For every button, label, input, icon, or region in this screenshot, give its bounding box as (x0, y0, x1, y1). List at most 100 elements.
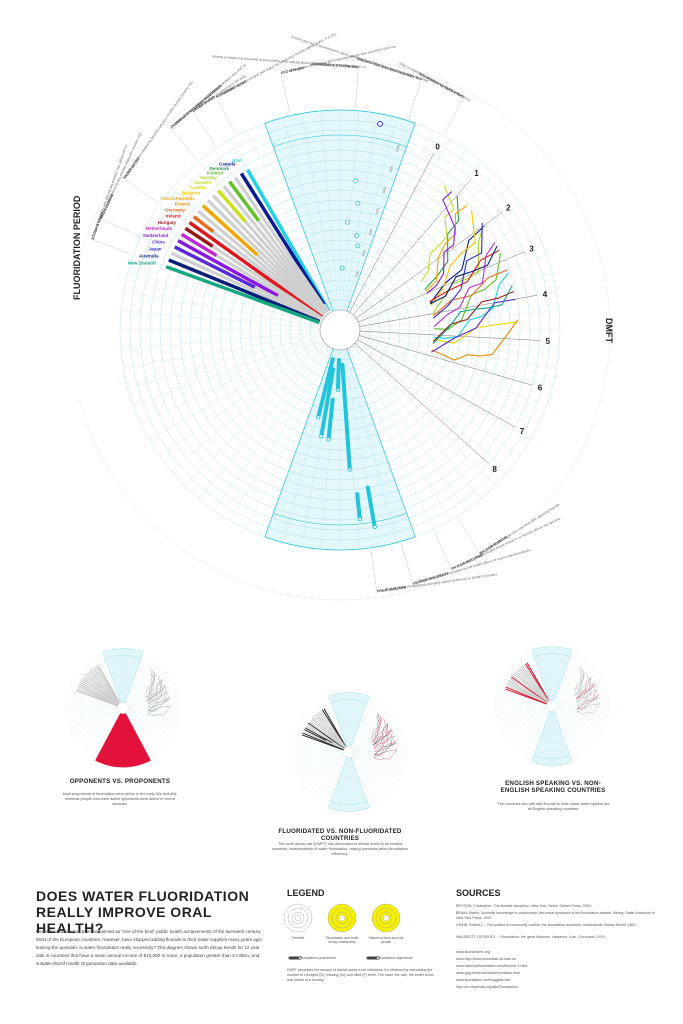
grid-spoke (198, 345, 328, 499)
grid-spoke (77, 711, 119, 747)
grid-spoke (97, 654, 121, 704)
legend-relationship-caption: Fluoridation and tooth decay relationshi… (325, 936, 359, 944)
source-link[interactable]: www.historyoffluoridation.com/fluoride-1… (456, 964, 528, 968)
bar-fluoridation-usa (97, 664, 121, 704)
legend-opponent-end (376, 956, 380, 960)
year-tick-label: 1950 (361, 249, 367, 257)
bar-fluoridation-australia (302, 732, 344, 751)
historical-period (365, 485, 377, 529)
right-axis-title: DMFT (604, 318, 614, 343)
dmft-line-switzerland (575, 668, 584, 697)
historical-period (326, 397, 335, 442)
annotation-leader (433, 531, 451, 568)
center-hole (319, 309, 361, 351)
country-label: New Zealand (128, 260, 156, 265)
grid-spoke (506, 709, 548, 745)
grid-spoke (349, 757, 355, 812)
dmft-line-hungary (432, 290, 515, 342)
grid-spoke (120, 310, 321, 329)
bar-track-austria (517, 669, 549, 702)
grid-spoke (352, 161, 482, 315)
grid-spoke (351, 149, 467, 314)
grid-spoke (323, 698, 347, 748)
grid-spoke (553, 711, 568, 764)
dmft-lines (420, 185, 519, 361)
grid-spoke (126, 712, 162, 754)
grid-spoke (554, 710, 578, 760)
historical-period-end (347, 467, 352, 472)
source-link[interactable]: www.http://www.whocollab.od.mah.se (456, 957, 516, 961)
grid-spoke (290, 741, 344, 752)
bar-track-norway (222, 185, 328, 314)
dmft-line-belgium (430, 210, 476, 306)
historical-period-end (372, 525, 377, 529)
annotation-leader (355, 68, 359, 109)
grid-spoke (353, 755, 398, 787)
grid-spoke (125, 712, 153, 760)
dmft-line-sweden (573, 666, 583, 694)
legend-proponents-caption: Fluoridation proponents (300, 956, 336, 960)
dmft-line-canada (147, 679, 163, 701)
bar-track-germany (309, 721, 345, 749)
sector-boundary (328, 757, 348, 808)
grid-spoke (351, 700, 379, 748)
grid-spoke (557, 695, 611, 706)
legend-center (382, 914, 390, 922)
grid-spoke (358, 338, 540, 424)
grid-spoke (552, 647, 563, 701)
country-label: Canada (219, 162, 236, 167)
grid-spoke (128, 709, 181, 724)
bar-fluoridation-germany (512, 675, 519, 680)
grid-spoke (557, 707, 608, 727)
legend-title: LEGEND (287, 888, 325, 898)
legend-proponent-end (298, 956, 302, 960)
grid-spoke (553, 648, 568, 701)
grid-spoke (128, 697, 182, 708)
grid-spoke (125, 656, 153, 704)
grid-spoke (80, 711, 120, 751)
grid-spoke (300, 755, 345, 787)
grid-spoke (333, 694, 348, 747)
bar-track-japan (506, 684, 547, 704)
grid-spoke (123, 649, 134, 703)
sector-boundary (328, 696, 348, 747)
dmft-line-switzerland (146, 670, 155, 699)
grid-spoke (246, 130, 332, 312)
dmft-line-belgium (576, 673, 589, 700)
source-link[interactable]: www.fluoridation.com/caggest.htm (456, 978, 511, 982)
grid-spoke (552, 646, 558, 701)
grid-spoke (128, 708, 182, 719)
bar-fluoridation-czech-republic (201, 204, 259, 257)
bar-track-norway (91, 668, 120, 704)
bar-track-austria (314, 715, 346, 748)
bar-fluoridation-czech-republic (311, 718, 327, 733)
grid (119, 109, 561, 551)
grid-spoke (359, 333, 557, 369)
grid-spoke (320, 110, 339, 311)
source-link[interactable]: www.gbg.bonet.se/bwf/art/lymbloss.html (456, 971, 520, 975)
source-link[interactable]: http://en.wikipedia.org/wiki/Fluoridatio… (456, 985, 518, 989)
sm1-title: OPPONENTS VS. PROPONENTS (69, 778, 171, 785)
grid-spoke (350, 757, 365, 810)
dmft-line-netherlands (577, 682, 594, 706)
bar-fluoridation-ireland (511, 676, 548, 703)
bar-track-france (197, 209, 325, 318)
dmft-line-canada (576, 677, 592, 699)
grid-spoke (555, 710, 587, 755)
grid-spoke (123, 333, 321, 369)
legend-center (338, 914, 346, 922)
country-label: Switzerland (143, 233, 169, 238)
annotation-leader (171, 129, 198, 161)
annotation-text: A toxicologist who claimed that fluoride… (93, 145, 129, 234)
dmft-line-japan (577, 677, 591, 703)
dmft-line-china (576, 697, 600, 713)
grid-spoke (93, 712, 121, 760)
bar-fluoridation-netherlands (305, 725, 316, 733)
source-link[interactable]: www.fluoridealert.org/ (456, 950, 491, 954)
grid-spoke (352, 755, 392, 795)
grid-spoke (555, 660, 591, 702)
grid-spoke (541, 711, 552, 765)
grid-spoke (127, 711, 169, 747)
bar-track-japan (170, 252, 321, 323)
historical-point (353, 178, 359, 184)
